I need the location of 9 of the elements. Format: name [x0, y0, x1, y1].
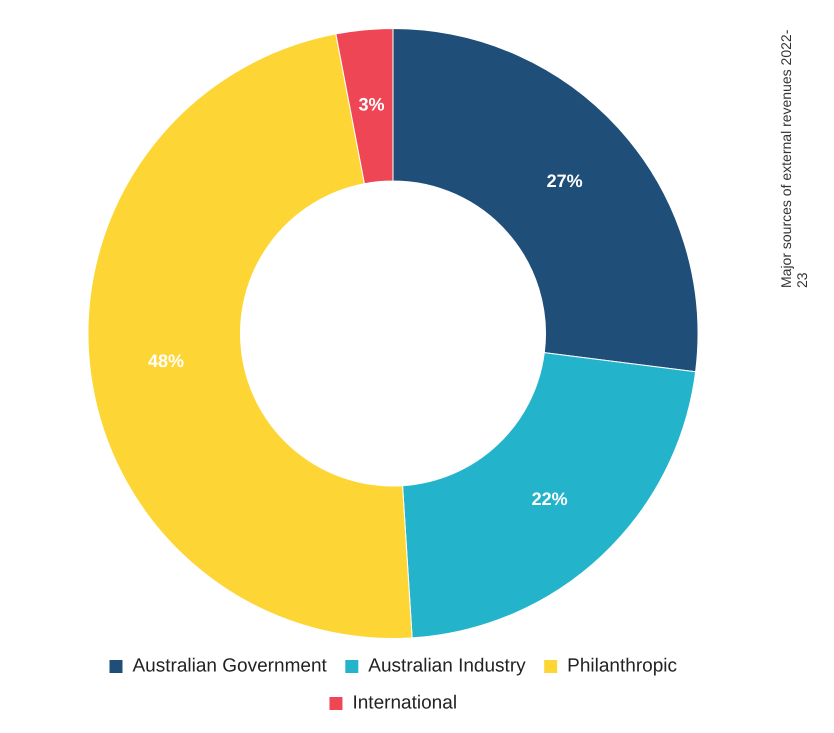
text: Major sources of external revenues 2022-23: [778, 28, 810, 288]
data-label: 48%: [148, 351, 184, 372]
legend-label: Australian Government: [132, 656, 328, 677]
data-label: 22%: [532, 489, 568, 510]
legend-label: International: [352, 692, 458, 714]
data-label: 27%: [546, 171, 583, 192]
legend-label: Australian Industry: [368, 656, 526, 677]
data-label: 3%: [358, 94, 384, 115]
legend-label: Philanthropic: [567, 656, 678, 677]
